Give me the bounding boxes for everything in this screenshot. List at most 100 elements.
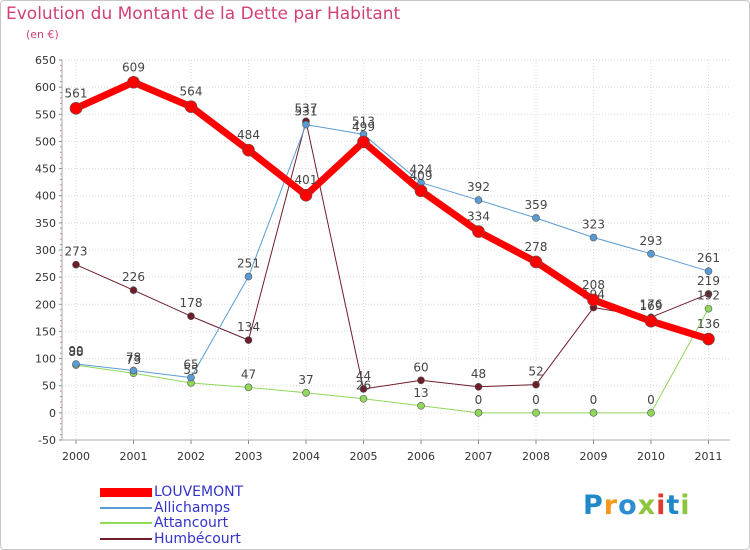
data-point-louvemont bbox=[529, 255, 543, 269]
data-label-attancourt: 37 bbox=[298, 373, 313, 387]
data-point-humbecourt bbox=[704, 290, 713, 298]
logo-letter: x bbox=[637, 490, 657, 521]
data-point-allichamps bbox=[72, 360, 80, 368]
x-tick-label: 2011 bbox=[695, 450, 723, 463]
data-label-humbecourt: 219 bbox=[697, 274, 720, 288]
data-point-humbecourt bbox=[129, 286, 138, 294]
data-point-attancourt bbox=[532, 409, 540, 417]
data-point-humbecourt bbox=[244, 336, 253, 344]
data-point-attancourt bbox=[417, 401, 425, 410]
x-tick-label: 2002 bbox=[177, 450, 205, 463]
data-label-attancourt: 47 bbox=[241, 367, 256, 381]
data-label-humbecourt: 178 bbox=[180, 296, 203, 310]
legend-swatch-attancourt bbox=[100, 522, 152, 524]
data-point-louvemont bbox=[702, 332, 715, 346]
data-point-attancourt bbox=[359, 394, 368, 403]
data-label-allichamps: 392 bbox=[467, 180, 490, 194]
data-label-louvemont: 278 bbox=[525, 240, 548, 254]
chart-title: Evolution du Montant de la Dette par Hab… bbox=[6, 4, 401, 24]
legend-swatch-louvemont bbox=[100, 487, 152, 497]
legend-swatch-humbecourt bbox=[100, 538, 152, 540]
logo-letter: i bbox=[680, 490, 691, 521]
data-point-allichamps bbox=[187, 373, 195, 382]
data-point-allichamps bbox=[589, 233, 598, 242]
y-tick-label: 0 bbox=[49, 407, 56, 420]
y-tick-label: 250 bbox=[35, 271, 56, 284]
y-tick-label: -50 bbox=[38, 434, 56, 447]
data-label-humbecourt: 48 bbox=[471, 367, 486, 381]
y-tick-label: 50 bbox=[42, 380, 56, 393]
logo-letter: i bbox=[656, 490, 667, 521]
x-tick-label: 2000 bbox=[62, 450, 90, 463]
data-label-louvemont: 499 bbox=[352, 120, 375, 134]
data-label-louvemont: 169 bbox=[640, 299, 663, 313]
x-tick-label: 2010 bbox=[637, 450, 665, 463]
x-tick-label: 2001 bbox=[120, 450, 148, 463]
data-label-humbecourt: 537 bbox=[295, 101, 318, 115]
data-label-attancourt: 73 bbox=[126, 353, 141, 367]
series-line-humbecourt bbox=[75, 120, 709, 390]
data-label-louvemont: 484 bbox=[237, 128, 260, 142]
data-point-attancourt bbox=[589, 409, 598, 417]
legend-item-humbecourt: Humbécourt bbox=[100, 531, 241, 547]
proxiti-logo: Proxiti bbox=[583, 490, 691, 521]
data-label-humbecourt: 226 bbox=[122, 270, 145, 284]
data-label-attancourt: 192 bbox=[697, 289, 720, 303]
x-tick-label: 2008 bbox=[522, 450, 550, 463]
data-point-allichamps bbox=[474, 196, 483, 204]
series-line-louvemont bbox=[72, 78, 712, 343]
data-label-allichamps: 293 bbox=[640, 234, 663, 248]
y-tick-label: 350 bbox=[35, 217, 56, 230]
logo-letter: P bbox=[583, 490, 604, 521]
data-label-allichamps: 261 bbox=[697, 251, 720, 265]
data-label-allichamps: 424 bbox=[410, 163, 433, 177]
data-point-louvemont bbox=[587, 293, 600, 307]
data-point-louvemont bbox=[472, 225, 485, 238]
data-point-attancourt bbox=[647, 409, 655, 417]
y-tick-label: 150 bbox=[35, 325, 56, 338]
logo-letter: t bbox=[666, 490, 681, 521]
data-point-louvemont bbox=[644, 314, 658, 328]
data-label-attancourt: 0 bbox=[532, 393, 540, 407]
legend-label-humbecourt: Humbécourt bbox=[154, 531, 241, 547]
data-label-attancourt: 0 bbox=[647, 393, 655, 407]
data-label-attancourt: 13 bbox=[413, 386, 428, 400]
logo-letter: o bbox=[618, 490, 638, 521]
x-tick-label: 2005 bbox=[350, 450, 378, 463]
data-label-louvemont: 208 bbox=[582, 278, 605, 292]
data-label-humbecourt: 176 bbox=[640, 297, 663, 311]
data-label-allichamps: 513 bbox=[352, 114, 375, 128]
y-tick-label: 550 bbox=[35, 108, 56, 121]
data-label-attancourt: 88 bbox=[68, 345, 83, 359]
data-label-louvemont: 334 bbox=[467, 210, 490, 224]
data-point-louvemont bbox=[242, 143, 255, 157]
y-tick-label: 650 bbox=[35, 54, 56, 67]
data-label-allichamps: 90 bbox=[68, 344, 83, 358]
data-point-louvemont bbox=[69, 102, 83, 115]
y-tick-label: 200 bbox=[35, 298, 56, 311]
legend-swatch-allichamps bbox=[100, 507, 152, 509]
data-label-attancourt: 26 bbox=[356, 379, 371, 393]
data-point-humbecourt bbox=[72, 260, 80, 269]
legend-label-allichamps: Allichamps bbox=[154, 500, 231, 516]
data-point-humbecourt bbox=[474, 382, 483, 391]
data-point-allichamps bbox=[244, 272, 253, 281]
data-label-louvemont: 561 bbox=[65, 86, 88, 100]
x-tick-label: 2007 bbox=[465, 450, 493, 463]
data-label-allichamps: 251 bbox=[237, 257, 260, 271]
data-point-louvemont bbox=[414, 184, 428, 198]
data-point-allichamps bbox=[129, 366, 138, 375]
data-label-louvemont: 609 bbox=[122, 60, 145, 74]
data-label-humbecourt: 52 bbox=[528, 365, 543, 379]
series-line-attancourt bbox=[75, 308, 709, 414]
legend-item-allichamps: Allichamps bbox=[100, 500, 230, 516]
data-label-allichamps: 323 bbox=[582, 218, 605, 232]
data-point-allichamps bbox=[302, 120, 310, 129]
y-tick-label: 300 bbox=[35, 244, 56, 257]
data-label-louvemont: 401 bbox=[295, 173, 318, 187]
data-label-attancourt: 0 bbox=[590, 393, 598, 407]
data-point-humbecourt bbox=[417, 376, 425, 385]
y-tick-label: 450 bbox=[35, 163, 56, 176]
y-tick-label: 400 bbox=[35, 190, 56, 203]
y-tick-label: 500 bbox=[35, 135, 56, 148]
